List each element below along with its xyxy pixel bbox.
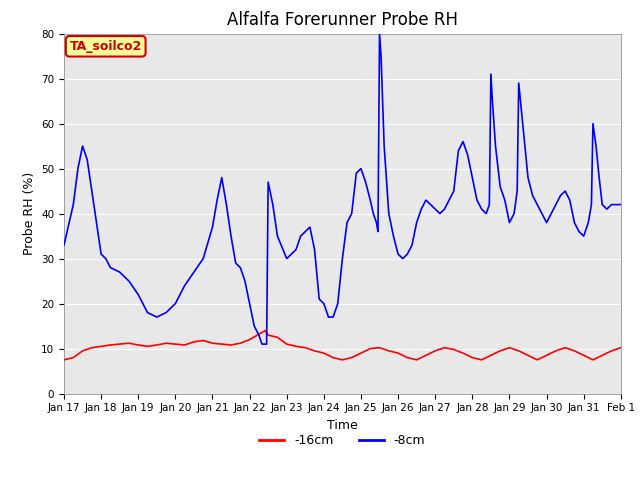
X-axis label: Time: Time [327,419,358,432]
Legend: -16cm, -8cm: -16cm, -8cm [254,429,430,452]
Y-axis label: Probe RH (%): Probe RH (%) [22,172,36,255]
Title: Alfalfa Forerunner Probe RH: Alfalfa Forerunner Probe RH [227,11,458,29]
Text: TA_soilco2: TA_soilco2 [70,40,142,53]
